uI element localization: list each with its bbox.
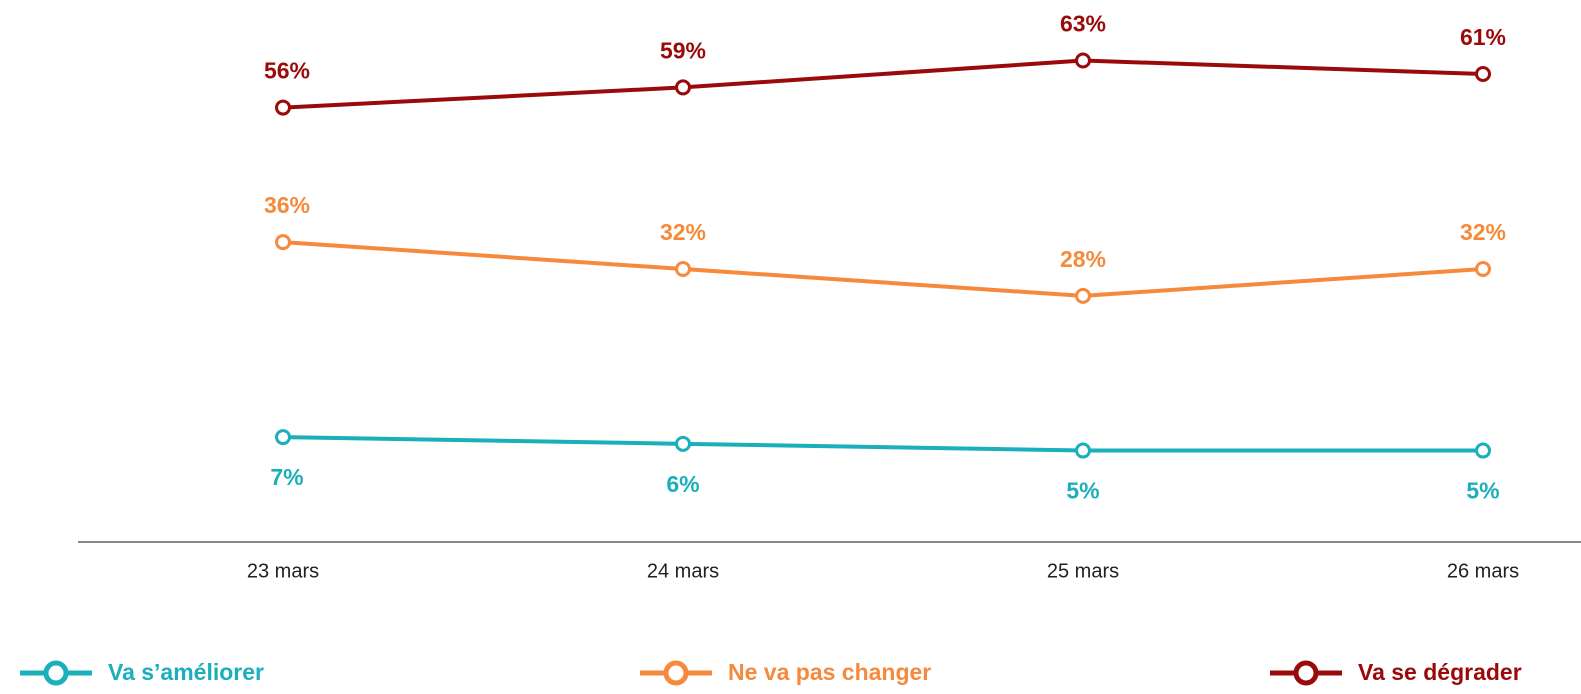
data-label: 32% [660,219,706,245]
series-line [282,240,1484,298]
point-marker [275,234,291,251]
legend-marker [43,660,69,686]
data-label: 59% [660,37,706,63]
point-marker [675,260,691,277]
data-label: 32% [1460,219,1506,245]
point-marker [275,99,291,116]
point-marker [275,429,291,446]
x-tick-label: 23 mars [247,560,319,582]
legend-label: Ne va pas changer [728,659,931,685]
point-marker [1075,287,1091,304]
legend-label: Va se dégrader [1358,659,1522,685]
data-label: 6% [666,471,699,497]
data-label: 7% [270,464,303,490]
point-marker [1475,65,1491,82]
data-label: 56% [264,58,310,84]
x-tick-label: 26 mars [1447,560,1519,582]
legend-marker [1293,660,1319,686]
data-label: 61% [1460,24,1506,50]
point-marker [675,79,691,96]
series-line [282,58,1484,110]
legend-marker [663,660,689,686]
x-tick-label: 25 mars [1047,560,1119,582]
point-marker [1075,52,1091,69]
data-label: 28% [1060,246,1106,272]
point-marker [1075,442,1091,459]
legend-label: Va s’améliorer [108,659,264,685]
data-label: 63% [1060,11,1106,37]
data-label: 5% [1066,478,1099,504]
x-tick-label: 24 mars [647,560,719,582]
point-marker [1475,260,1491,277]
data-label: 5% [1466,478,1499,504]
point-marker [1475,442,1491,459]
data-label: 36% [264,192,310,218]
series-line [282,435,1483,453]
point-marker [675,435,691,452]
